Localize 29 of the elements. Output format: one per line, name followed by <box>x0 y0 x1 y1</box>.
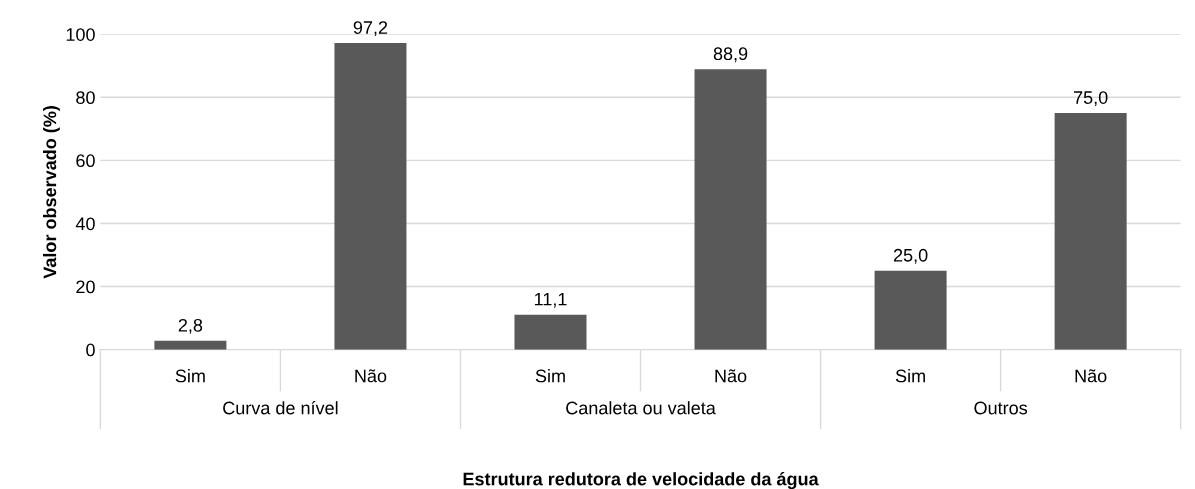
data-label: 97,2 <box>353 21 388 37</box>
y-tick-label: 80 <box>76 91 95 105</box>
x-tick-label: Sim <box>895 369 925 383</box>
data-label: 11,1 <box>534 292 567 308</box>
x-axis-title: Estrutura redutora de velocidade da água <box>463 472 819 489</box>
x-tick-label: Não <box>715 369 747 383</box>
y-tick-label: 100 <box>66 28 95 41</box>
bar <box>514 314 587 350</box>
x-tick-label: Não <box>355 369 387 383</box>
bar <box>154 340 227 350</box>
bar <box>874 270 947 350</box>
bar <box>1054 113 1127 350</box>
y-tick-label: 20 <box>76 280 95 294</box>
data-label: 88,9 <box>713 47 748 63</box>
bar <box>334 43 407 350</box>
y-tick-label: 40 <box>75 217 95 231</box>
text: Curva de nível <box>223 400 338 415</box>
y-axis-title: Valor observado (%) <box>43 106 60 279</box>
y-tick-label: 60 <box>76 154 95 168</box>
text: Outros <box>974 401 1028 415</box>
text: Canaleta ou valeta <box>566 401 716 415</box>
x-tick-label: Não <box>1075 369 1107 383</box>
x-tick-label: Sim <box>175 369 205 383</box>
x-tick-label: Sim <box>535 369 565 383</box>
bar <box>694 69 767 350</box>
data-label: 75,0 <box>1073 91 1108 107</box>
data-label: 25,0 <box>893 248 928 264</box>
y-tick-label: 0 <box>86 343 95 357</box>
data-label: 2,8 <box>178 318 203 334</box>
